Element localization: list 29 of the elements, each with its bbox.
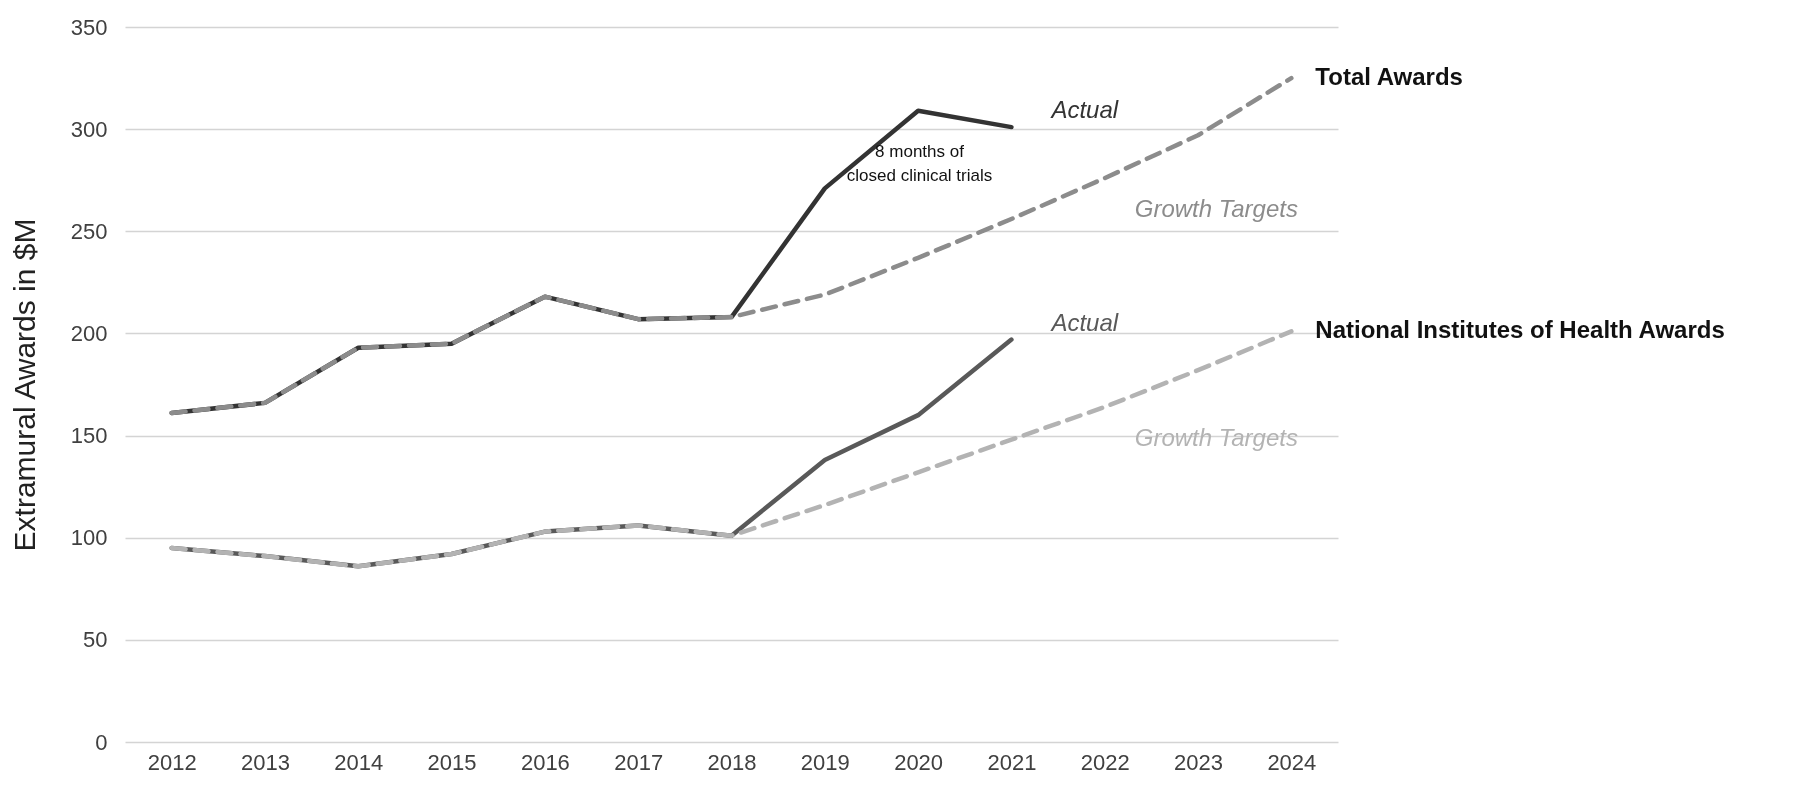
series-label: Actual <box>1049 96 1119 124</box>
annotation: National Institutes of Health Awards <box>1315 316 1725 344</box>
x-tick-label: 2019 <box>800 749 850 775</box>
y-tick-label: 350 <box>70 14 108 40</box>
y-tick-label: 150 <box>70 423 108 449</box>
x-tick-label: 2015 <box>427 749 477 775</box>
series-label: Growth Targets <box>1134 195 1298 223</box>
x-tick-label: 2022 <box>1080 749 1130 775</box>
y-tick-label: 200 <box>70 320 108 346</box>
x-tick-label: 2012 <box>147 749 197 775</box>
y-tick-label: 100 <box>70 525 108 551</box>
series-label: Growth Targets <box>1134 423 1298 451</box>
y-tick-label: 0 <box>95 729 108 755</box>
y-tick-label: 250 <box>70 218 108 244</box>
x-tick-label: 2023 <box>1174 749 1224 775</box>
x-tick-label: 2014 <box>334 749 384 775</box>
x-tick-label: 2024 <box>1267 749 1317 775</box>
annotation: Total Awards <box>1315 63 1463 91</box>
series-label: Actual <box>1049 308 1119 336</box>
y-tick-label: 300 <box>70 116 108 142</box>
x-tick-label: 2018 <box>707 749 757 775</box>
x-tick-label: 2016 <box>520 749 570 775</box>
y-tick-label: 50 <box>83 627 108 653</box>
x-tick-label: 2017 <box>614 749 664 775</box>
x-tick-label: 2021 <box>987 749 1037 775</box>
x-tick-label: 2020 <box>894 749 944 775</box>
x-tick-label: 2013 <box>240 749 290 775</box>
annotation: 8 months of closed clinical trials <box>846 142 993 186</box>
y-axis-title: Extramural Awards in $M <box>7 218 41 552</box>
